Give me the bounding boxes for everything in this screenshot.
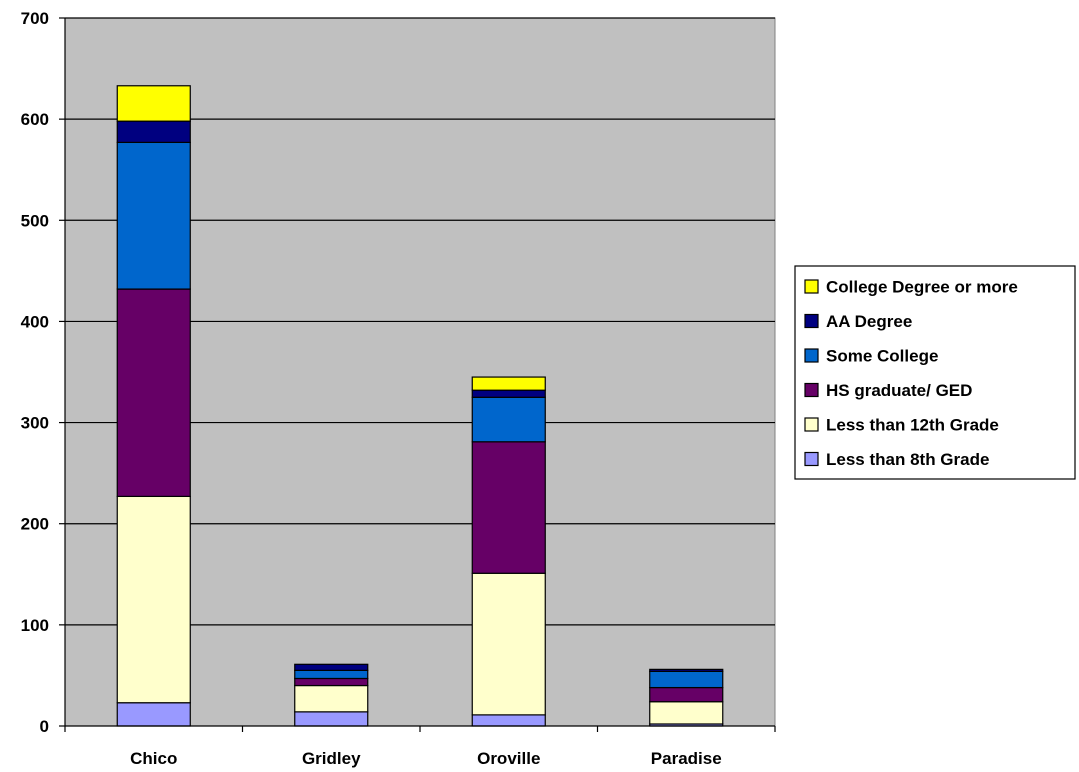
bar-segment — [116, 85, 191, 122]
legend-swatch — [804, 417, 819, 432]
legend-label: AA Degree — [826, 312, 912, 331]
axes — [59, 17, 776, 732]
bar-segment — [471, 396, 546, 443]
bar-segment — [116, 141, 191, 290]
y-tick-label: 600 — [21, 110, 49, 129]
y-tick-label: 400 — [21, 312, 49, 331]
y-tick-label: 300 — [21, 414, 49, 433]
x-tick-label: Gridley — [302, 749, 361, 768]
y-tick-label: 100 — [21, 616, 49, 635]
y-tick-label: 200 — [21, 515, 49, 534]
bar-segment — [294, 684, 369, 713]
bar-segment — [294, 669, 369, 680]
legend-label: HS graduate/ GED — [826, 381, 972, 400]
x-axis-tick-labels: Chico Gridley Oroville Paradise — [130, 749, 722, 768]
bar-segment — [116, 702, 191, 727]
x-tick-label: Oroville — [477, 749, 540, 768]
legend-swatch — [804, 382, 819, 398]
y-axis-tick-labels: 0 100 200 300 400 500 600 700 — [21, 9, 49, 736]
legend-label: College Degree or more — [826, 278, 1018, 297]
legend-swatch — [804, 348, 819, 363]
legend-swatch — [804, 313, 819, 329]
bar-segment — [471, 441, 546, 574]
bars — [116, 85, 724, 727]
legend: College Degree or more AA Degree Some Coll… — [794, 265, 1076, 480]
bar-segment — [471, 376, 546, 391]
legend-box — [794, 265, 1076, 480]
bar-segment — [294, 677, 369, 687]
bar-segment — [471, 389, 546, 398]
bar-segment — [294, 711, 369, 727]
y-tick-label: 500 — [21, 211, 49, 230]
legend-label: Less than 12th Grade — [826, 416, 999, 435]
bar-segment — [649, 686, 724, 703]
x-tick-label: Chico — [130, 749, 177, 768]
bar-segment — [116, 288, 191, 498]
bar-segment — [116, 120, 191, 144]
bar-segment — [294, 663, 369, 671]
bar-segment — [471, 572, 546, 716]
legend-swatch — [804, 279, 819, 294]
legend-label: Some College — [826, 347, 938, 366]
y-tick-label: 0 — [40, 717, 49, 736]
bar-segment — [116, 495, 191, 704]
legend-label: Less than 8th Grade — [826, 450, 989, 469]
y-tick-label: 700 — [21, 9, 49, 28]
bar-segment — [649, 668, 724, 672]
bar-segment — [649, 701, 724, 725]
bar-segment — [649, 670, 724, 689]
legend-swatch — [804, 451, 819, 467]
x-tick-label: Paradise — [651, 749, 722, 768]
bar-segment — [471, 714, 546, 727]
